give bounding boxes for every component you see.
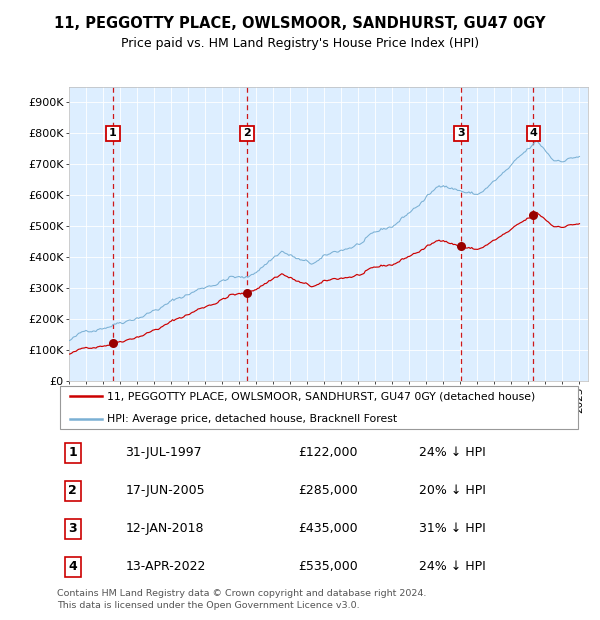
Text: 24% ↓ HPI: 24% ↓ HPI [419, 446, 486, 459]
Text: 20% ↓ HPI: 20% ↓ HPI [419, 484, 486, 497]
Text: 3: 3 [68, 523, 77, 536]
Text: £285,000: £285,000 [299, 484, 358, 497]
Text: 11, PEGGOTTY PLACE, OWLSMOOR, SANDHURST, GU47 0GY (detached house): 11, PEGGOTTY PLACE, OWLSMOOR, SANDHURST,… [107, 391, 535, 402]
Text: HPI: Average price, detached house, Bracknell Forest: HPI: Average price, detached house, Brac… [107, 414, 397, 424]
Text: Contains HM Land Registry data © Crown copyright and database right 2024.
This d: Contains HM Land Registry data © Crown c… [57, 589, 427, 610]
Text: 31% ↓ HPI: 31% ↓ HPI [419, 523, 486, 536]
Text: 31-JUL-1997: 31-JUL-1997 [125, 446, 202, 459]
Text: £535,000: £535,000 [299, 560, 358, 574]
Text: 3: 3 [457, 128, 465, 138]
Text: 2: 2 [68, 484, 77, 497]
Text: 11, PEGGOTTY PLACE, OWLSMOOR, SANDHURST, GU47 0GY: 11, PEGGOTTY PLACE, OWLSMOOR, SANDHURST,… [54, 16, 546, 30]
Text: 13-APR-2022: 13-APR-2022 [125, 560, 206, 574]
FancyBboxPatch shape [59, 386, 578, 429]
Text: 12-JAN-2018: 12-JAN-2018 [125, 523, 204, 536]
Text: 2: 2 [243, 128, 251, 138]
Text: 24% ↓ HPI: 24% ↓ HPI [419, 560, 486, 574]
Text: £122,000: £122,000 [299, 446, 358, 459]
Text: 4: 4 [529, 128, 538, 138]
Text: 4: 4 [68, 560, 77, 574]
Text: Price paid vs. HM Land Registry's House Price Index (HPI): Price paid vs. HM Land Registry's House … [121, 37, 479, 50]
Text: 1: 1 [68, 446, 77, 459]
Text: 1: 1 [109, 128, 117, 138]
Text: 17-JUN-2005: 17-JUN-2005 [125, 484, 205, 497]
Text: £435,000: £435,000 [299, 523, 358, 536]
